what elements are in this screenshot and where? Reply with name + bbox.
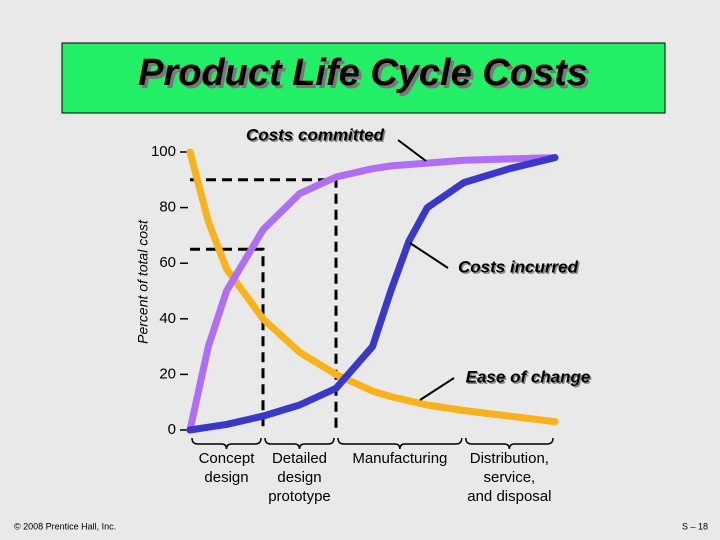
series-line [186,148,559,426]
phase-label: Detailed [272,450,327,467]
leader-line [419,377,455,401]
y-axis-label: Percent of total cost [135,219,151,344]
legend-label-shadow: Ease of change [467,369,592,388]
reference-line [190,247,265,430]
legend-label: Ease of change [466,367,591,386]
series-line [186,154,559,434]
title-box [61,42,666,114]
phase-label: Distribution, [470,450,549,467]
footer-left: © 2008 Prentice Hall, Inc. [14,521,116,531]
phase-label: service, [484,469,536,486]
legend-label-shadow: Costs incurred [460,259,581,278]
leader-line [409,242,449,269]
series-line [186,154,559,434]
legend-label-shadow: Costs committed [248,127,387,146]
y-tick-label: 80 [159,199,176,216]
phase-label: Manufacturing [352,450,447,467]
leader-line [397,139,427,162]
title-shadow: Product Life Cycle Costs [141,55,591,97]
phase-label: design [204,469,248,486]
phase-label: and disposal [467,488,551,505]
phase-label: Concept [199,450,256,467]
legend-label: Costs incurred [458,257,579,276]
chart-title: Product Life Cycle Costs [138,52,588,94]
phase-brace [465,437,554,450]
phase-brace [191,437,262,450]
y-tick-label: 60 [159,254,176,271]
phase-label: design [277,469,321,486]
y-tick-label: 20 [159,365,176,382]
phase-brace [337,437,463,450]
phase-brace [264,437,335,450]
y-tick-label: 0 [168,421,176,438]
y-tick-label: 40 [159,310,176,327]
phase-label: prototype [268,488,331,505]
legend-label: Costs committed [246,125,385,144]
footer-right: S – 18 [682,521,708,531]
y-tick-label: 100 [151,143,176,160]
